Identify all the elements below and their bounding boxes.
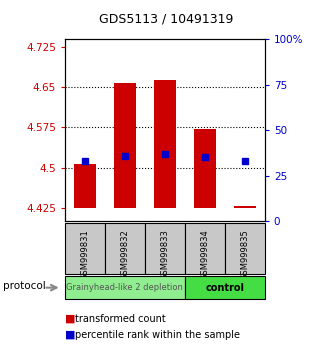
Text: GSM999835: GSM999835 — [240, 229, 249, 280]
Text: transformed count: transformed count — [75, 314, 166, 324]
Bar — [194, 129, 216, 208]
Text: GDS5113 / 10491319: GDS5113 / 10491319 — [99, 12, 234, 25]
Bar — [234, 206, 256, 208]
Bar — [114, 84, 136, 208]
Bar — [65, 276, 185, 299]
Bar — [185, 223, 225, 274]
Text: protocol: protocol — [3, 281, 46, 291]
Text: Grainyhead-like 2 depletion: Grainyhead-like 2 depletion — [67, 283, 183, 292]
Bar — [154, 80, 176, 208]
Text: percentile rank within the sample: percentile rank within the sample — [75, 330, 240, 339]
Bar — [105, 223, 145, 274]
Text: GSM999834: GSM999834 — [200, 229, 209, 280]
Bar — [185, 276, 265, 299]
Bar — [65, 223, 105, 274]
Text: control: control — [205, 282, 244, 293]
Text: ■: ■ — [65, 330, 76, 339]
Bar — [225, 223, 265, 274]
Text: ■: ■ — [65, 314, 76, 324]
Bar — [145, 223, 185, 274]
Text: GSM999831: GSM999831 — [80, 229, 90, 280]
Text: GSM999833: GSM999833 — [160, 229, 169, 280]
Text: GSM999832: GSM999832 — [120, 229, 130, 280]
Bar — [74, 164, 96, 208]
